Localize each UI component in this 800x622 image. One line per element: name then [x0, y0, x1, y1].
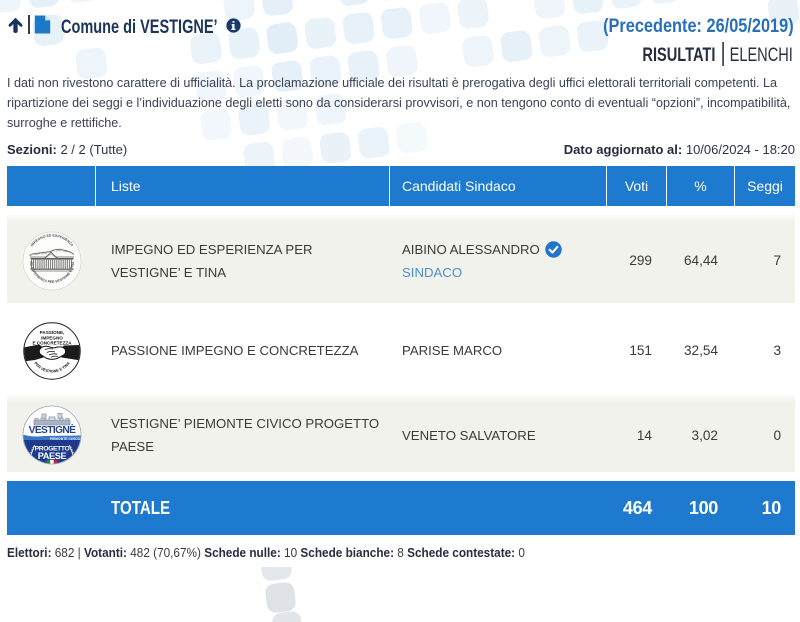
svg-text:PASSIONE,: PASSIONE, — [39, 330, 64, 335]
svg-text:E CONCRETEZZA: E CONCRETEZZA — [32, 340, 72, 345]
svg-text:PAESE: PAESE — [37, 451, 66, 461]
svg-text:VESTIGNÈ: VESTIGNÈ — [28, 423, 76, 436]
svg-text:IMPEGNO: IMPEGNO — [41, 335, 63, 340]
svg-text:PROGETTO: PROGETTO — [34, 446, 69, 453]
svg-text:PIEMONTE CIVICO: PIEMONTE CIVICO — [49, 437, 80, 441]
